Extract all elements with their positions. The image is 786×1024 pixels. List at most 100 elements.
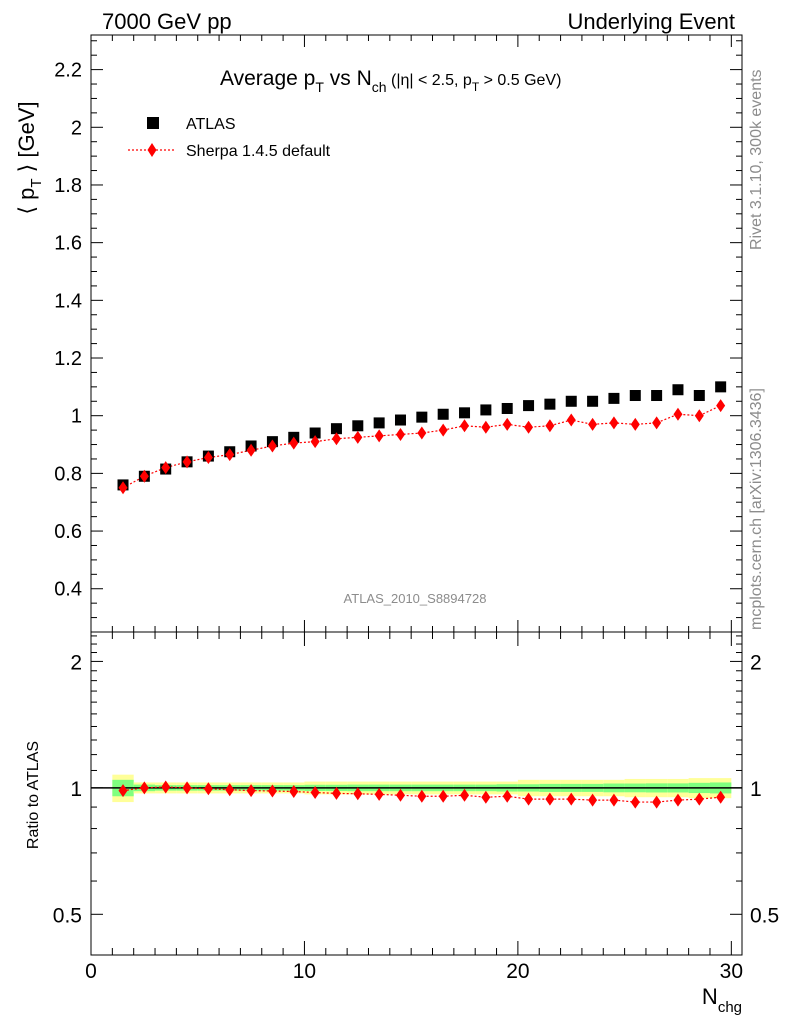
- ratio-point: [652, 795, 662, 809]
- atlas-point: [330, 423, 342, 435]
- ratio-point: [139, 781, 149, 795]
- atlas-point: [309, 427, 321, 439]
- atlas-point: [587, 395, 599, 407]
- ratio-point: [395, 788, 405, 802]
- main-plot-ticks: [90, 35, 742, 633]
- x-tick-label: 10: [293, 960, 316, 983]
- main-plot-y-tick-labels: 0.4 0.6 0.8 1 1.2 1.4 1.6 1.8 2 2.2: [54, 60, 82, 601]
- ratio-point: [438, 789, 448, 803]
- sherpa-point: [267, 439, 277, 453]
- sherpa-point: [161, 461, 171, 475]
- atlas-point: [629, 390, 641, 402]
- x-tick-label: 0: [85, 960, 97, 983]
- ratio-plot-ticks: [90, 632, 742, 956]
- ratio-point: [630, 795, 640, 809]
- y-tick-label: 0.6: [54, 521, 82, 543]
- atlas-point: [437, 408, 449, 420]
- sherpa-point: [566, 413, 576, 427]
- ratio-point: [545, 792, 555, 806]
- atlas-point: [394, 414, 406, 426]
- ratio-y-axis-label: Ratio to ATLAS: [25, 741, 42, 849]
- ratio-y-tick-label-right: 0.5: [750, 904, 779, 927]
- sherpa-point: [310, 435, 320, 449]
- legend: ATLAS Sherpa 1.4.5 default: [128, 116, 331, 160]
- ratio-y-tick-label: 0.5: [53, 904, 82, 927]
- ratio-point: [353, 787, 363, 801]
- main-plot-panel: 0.4 0.6 0.8 1 1.2 1.4 1.6 1.8 2 2.2 Average pT vs…: [14, 34, 743, 633]
- atlas-point: [693, 390, 705, 402]
- ratio-plot-panel: 0.5 0.5 1 1 2 2 0 10 20 30 Ratio to ATLAS Nchg: [25, 631, 779, 1016]
- sherpa-point: [225, 448, 235, 462]
- ratio-point: [673, 793, 683, 807]
- atlas-point: [565, 395, 577, 407]
- rivet-version-label: Rivet 3.1.10, 300k events: [748, 69, 765, 250]
- sherpa-point: [716, 399, 726, 413]
- y-tick-label: 1.6: [54, 233, 82, 255]
- ratio-y-tick-label-right: 1: [750, 778, 762, 801]
- ratio-point: [246, 784, 256, 798]
- sherpa-point: [246, 443, 256, 457]
- sherpa-point: [395, 427, 405, 441]
- sherpa-point: [588, 417, 598, 431]
- sherpa-line: [122, 405, 721, 489]
- sherpa-point: [331, 432, 341, 446]
- ratio-point: [225, 783, 235, 797]
- atlas-point: [608, 392, 620, 404]
- sherpa-point: [694, 409, 704, 423]
- x-tick-label: 20: [506, 960, 529, 983]
- legend-atlas-label: ATLAS: [186, 116, 236, 133]
- ratio-point: [481, 790, 491, 804]
- analysis-watermark: ATLAS_2010_S8894728: [344, 591, 487, 606]
- sherpa-point: [609, 416, 619, 430]
- x-tick-label: 30: [720, 960, 743, 983]
- ratio-point: [203, 782, 213, 796]
- ratio-point: [267, 784, 277, 798]
- main-y-axis-label: ⟨ pT ⟩ [GeV]: [14, 101, 45, 214]
- x-tick-labels: 0 10 20 30: [85, 960, 743, 983]
- ratio-point: [460, 788, 470, 802]
- process-label: Underlying Event: [567, 9, 735, 34]
- ratio-y-tick-label: 1: [70, 778, 82, 801]
- sherpa-point: [481, 420, 491, 434]
- sherpa-point: [139, 469, 149, 483]
- ratio-point: [609, 793, 619, 807]
- ratio-point: [182, 781, 192, 795]
- ratio-point: [374, 787, 384, 801]
- ratio-plot-y-tick-labels: 0.5 0.5 1 1 2 2: [53, 651, 779, 927]
- ratio-point: [502, 789, 512, 803]
- sherpa-point: [289, 436, 299, 450]
- atlas-point: [651, 390, 663, 402]
- sherpa-point: [417, 426, 427, 440]
- y-tick-label: 1.8: [54, 175, 82, 197]
- legend-sherpa-marker: [147, 143, 157, 157]
- ratio-plot-frame: [90, 631, 743, 956]
- sherpa-point: [524, 420, 534, 434]
- sherpa-point: [460, 419, 470, 433]
- ratio-point: [566, 792, 576, 806]
- sherpa-point: [630, 417, 640, 431]
- ratio-point: [310, 785, 320, 799]
- y-tick-label: 1: [71, 406, 82, 428]
- y-tick-label: 0.8: [54, 463, 82, 485]
- y-tick-label: 0.4: [54, 579, 82, 601]
- legend-atlas-marker: [147, 117, 159, 129]
- sherpa-point: [438, 423, 448, 437]
- x-axis-label: Nchg: [702, 984, 742, 1016]
- atlas-point: [352, 420, 364, 432]
- atlas-point: [501, 402, 513, 414]
- mcplots-reference-label: mcplots.cern.ch [arXiv:1306.3436]: [748, 388, 765, 630]
- ratio-point: [694, 792, 704, 806]
- ratio-y-tick-label-right: 2: [750, 651, 762, 674]
- atlas-point: [416, 411, 428, 423]
- energy-label: 7000 GeV pp: [102, 9, 232, 34]
- sherpa-point: [652, 416, 662, 430]
- atlas-point: [672, 384, 684, 396]
- atlas-point: [480, 404, 492, 416]
- ratio-y-tick-label: 2: [70, 651, 82, 674]
- y-tick-label: 2.2: [54, 60, 82, 82]
- plot-title: Average pT vs Nch (|η| < 2.5, pT > 0.5 G…: [220, 67, 561, 95]
- sherpa-point: [673, 407, 683, 421]
- sherpa-point: [203, 451, 213, 465]
- sherpa-point: [182, 455, 192, 469]
